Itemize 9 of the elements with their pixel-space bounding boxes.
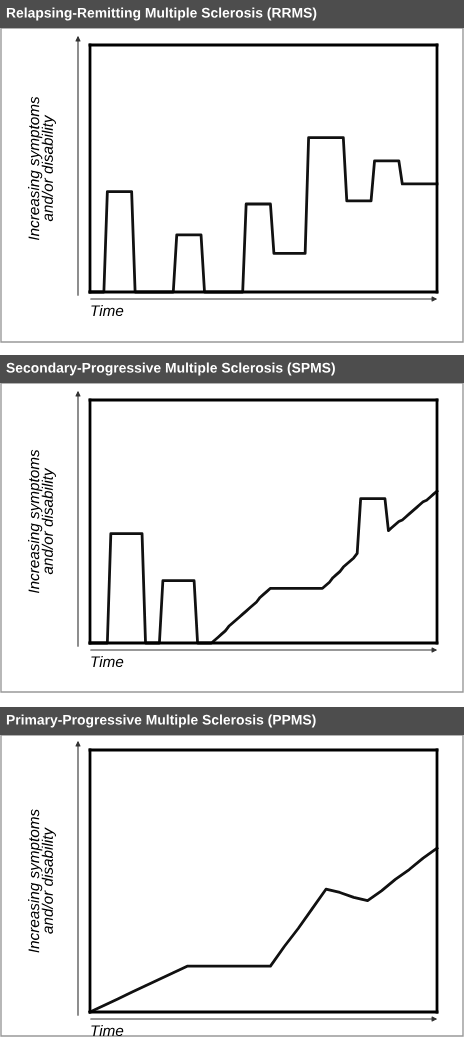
x-axis-title: Time xyxy=(91,304,124,317)
y-axis-title: Increasing symptoms and/or disability xyxy=(28,809,56,953)
y-axis-title: Increasing symptoms and/or disability xyxy=(28,449,56,594)
chart-title: Secondary-Progressive Multiple Sclerosis (SPMS) xyxy=(6,362,335,376)
x-axis-title: Time xyxy=(91,1024,124,1037)
x-axis-title: Time xyxy=(91,655,124,668)
y-axis-title: Increasing symptoms and/or disability xyxy=(28,96,56,241)
chart-title: Relapsing-Remitting Multiple Sclerosis (RRMS) xyxy=(6,7,317,21)
chart-title: Primary-Progressive Multiple Sclerosis (PPMS) xyxy=(6,714,316,728)
